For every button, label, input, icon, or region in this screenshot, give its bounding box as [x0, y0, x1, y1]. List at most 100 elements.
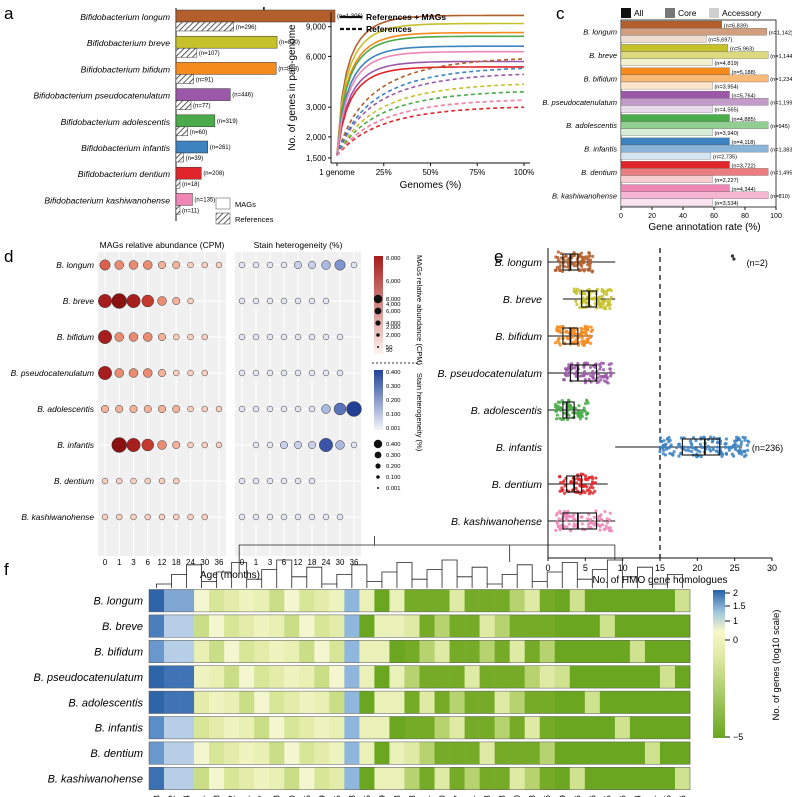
bar-count-label: (n=4,885) [732, 117, 756, 123]
heatmap-cell [164, 741, 180, 765]
heatmap-cell [449, 589, 465, 612]
heatmap-cell [644, 716, 661, 739]
annotation-rate-bar [620, 74, 769, 83]
data-point [572, 517, 576, 521]
species-label: B. dentium [54, 476, 94, 486]
bar-count-label: (n=3,534) [714, 201, 738, 207]
data-point [690, 443, 694, 447]
data-point [600, 523, 605, 527]
heatmap-cell [539, 767, 556, 790]
abundance-dot [158, 261, 166, 269]
data-point [584, 476, 588, 481]
heatmap-cell [224, 767, 240, 790]
data-point [587, 377, 591, 381]
data-point [739, 442, 743, 447]
data-point [584, 301, 589, 305]
data-point [587, 287, 591, 292]
heterogeneity-dot [252, 333, 260, 341]
age-tick-label: 0 [103, 558, 108, 567]
data-point [709, 449, 713, 453]
data-point [602, 527, 606, 532]
x-axis-title: Gene annotation rate (%) [648, 222, 760, 233]
data-point [553, 408, 558, 412]
heatmap-cell [389, 614, 405, 638]
annotation-rate-bar [620, 198, 713, 207]
size-legend-dot [374, 307, 382, 315]
heatmap-cell [449, 741, 465, 765]
heatmap-cell [584, 589, 601, 612]
abundance-dot [158, 477, 166, 485]
heatmap-cell [509, 741, 525, 765]
x-tick-label: 60 [710, 213, 718, 220]
annotation-rate-bar [620, 114, 730, 122]
heatmap-cell [479, 691, 495, 714]
references-value-label: (n=18) [182, 182, 200, 188]
heatmap-cell [479, 767, 495, 790]
data-point [554, 528, 558, 532]
heatmap-cell [224, 691, 240, 714]
heatmap-cell [614, 741, 631, 765]
annotation-rate-bar [620, 51, 769, 59]
species-label: B. infantis [57, 440, 95, 450]
mags-value-label: (n=135) [194, 197, 215, 203]
data-point [607, 518, 612, 522]
data-point [735, 438, 739, 442]
data-point [665, 437, 670, 441]
heatmap-cell [329, 665, 345, 689]
size-legend-label: 0.100 [386, 475, 401, 481]
data-point [556, 400, 560, 404]
heatmap-cell [524, 716, 541, 739]
data-point [604, 524, 608, 528]
heatmap-cell [164, 614, 180, 638]
age-tick-label: 6 [146, 558, 151, 567]
data-point [588, 517, 593, 522]
bar-count-label: (n=4,565) [714, 108, 738, 114]
data-point [557, 517, 561, 521]
panel-label-f: f [4, 560, 9, 579]
data-point [587, 476, 592, 480]
category-label: B. pseudocatenulatum [438, 368, 543, 380]
data-point [601, 361, 605, 366]
heterogeneity-dot [280, 477, 288, 485]
x-tick-label: 20 [692, 563, 702, 573]
abundance-dot [144, 477, 151, 485]
references-value-label: (n=77) [193, 104, 211, 110]
size-legend-dot [377, 346, 379, 348]
data-point [576, 477, 581, 482]
heatmap-cell [194, 741, 210, 765]
data-point [586, 340, 590, 344]
references-value-label: (n=60) [190, 130, 208, 136]
heatmap-cell [674, 691, 691, 714]
size-legend-label: 8,000 [386, 297, 401, 303]
heatmap-cell [359, 665, 375, 689]
heterogeneity-dot [294, 477, 302, 485]
data-point [586, 267, 591, 271]
annotation-rate-bar [620, 151, 712, 160]
data-point [591, 486, 595, 490]
heatmap-cell [179, 691, 195, 714]
heatmap-cell [599, 691, 616, 714]
heatmap-cell [674, 767, 691, 790]
color-bar-tick-label: 0 [733, 635, 738, 645]
heatmap-cell [614, 665, 631, 689]
pan-genome-curve-references [336, 58, 525, 156]
bar-count-label: (n=1,234) [770, 77, 792, 83]
species-label: B. breve [63, 296, 95, 306]
panel-a-bar-chart: Bifidobacterium longum(n=1,306)(n=296)Bi… [33, 8, 363, 225]
references-bar [175, 152, 184, 163]
heterogeneity-dot [252, 477, 260, 485]
heatmap-cell [284, 716, 300, 739]
data-point [599, 518, 603, 522]
data-point [570, 406, 574, 410]
abundance-dot [158, 405, 166, 413]
heatmap-cell [269, 665, 285, 689]
references-value-label: (n=296) [236, 25, 257, 31]
pan-genome-curve-all [336, 22, 524, 156]
data-point [554, 402, 558, 406]
references-bar [175, 100, 192, 110]
heterogeneity-dot [238, 477, 246, 485]
heatmap-cell [329, 767, 345, 790]
data-point [667, 446, 671, 450]
heterogeneity-dot [238, 369, 246, 377]
